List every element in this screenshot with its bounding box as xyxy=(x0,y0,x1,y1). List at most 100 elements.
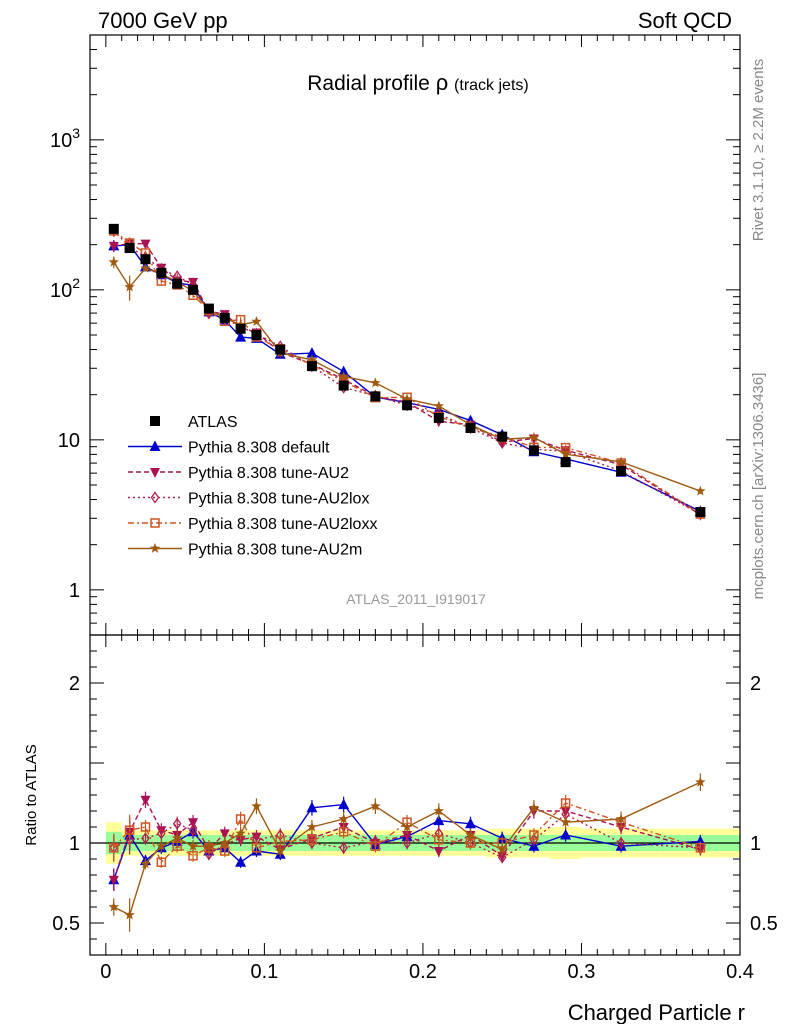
ratio-frame xyxy=(89,634,741,956)
series-4-ratio-point xyxy=(275,845,286,856)
legend-item-0-label: Pythia 8.308 default xyxy=(188,440,330,457)
series-3-ratio-point xyxy=(307,835,317,845)
chart-title-symbol: ρ xyxy=(436,70,449,95)
data-point xyxy=(219,312,230,323)
series-3-ratio-point xyxy=(529,830,539,840)
header-left: 7000 GeV pp xyxy=(98,8,228,33)
series-4-ratio-point xyxy=(140,858,151,869)
series-2-ratio-point xyxy=(497,851,507,864)
y-tick-label-ratio-right: 2 xyxy=(750,673,761,695)
data-point xyxy=(124,243,135,254)
series-4-ratio-point xyxy=(560,816,571,827)
series-4-main-point xyxy=(124,281,135,292)
data-point xyxy=(338,380,349,391)
data-point xyxy=(188,284,199,295)
series-4-ratio-point xyxy=(187,840,199,851)
x-tick-label: 0.2 xyxy=(409,961,437,983)
y-tick-label-ratio: 1 xyxy=(69,833,80,855)
data-point xyxy=(306,361,317,372)
series-4-main-point xyxy=(140,262,151,273)
legend-item-2: Pythia 8.308 tune-AU2lox xyxy=(128,491,369,508)
y-tick-label-main: 10 xyxy=(58,430,80,452)
series-0-ratio-point xyxy=(235,856,247,867)
y-tick-label-main: 1 xyxy=(69,580,80,602)
series-4-ratio-point xyxy=(251,800,262,811)
y-axis-label-ratio: Ratio to ATLAS xyxy=(23,744,40,845)
series-4-ratio-point xyxy=(615,813,627,824)
series-3-ratio-point xyxy=(156,857,167,867)
series-3-ratio-point xyxy=(235,814,246,824)
series-4-main-point xyxy=(108,256,119,267)
series-2-ratio-point xyxy=(529,833,539,846)
series-0-ratio-point xyxy=(560,829,572,840)
series-4-ratio-point xyxy=(235,827,246,838)
legend-item-3-label: Pythia 8.308 tune-AU2loxx xyxy=(188,516,377,533)
data-point xyxy=(560,457,571,468)
series-4-ratio-point xyxy=(695,776,706,787)
data-point xyxy=(156,267,167,278)
rivet-label: Rivet 3.1.10, ≥ 2.2M events xyxy=(750,59,767,242)
legend-item-4-label: Pythia 8.308 tune-AU2m xyxy=(188,542,362,559)
legend-item-0: Pythia 8.308 default xyxy=(128,440,330,457)
series-4-ratio-point xyxy=(203,840,215,851)
series-1-ratio-point xyxy=(188,818,199,829)
mcplots-label: mcplots.cern.ch [arXiv:1306.3436] xyxy=(750,373,767,600)
series-4-ratio-point xyxy=(497,843,508,854)
series-2-ratio-point xyxy=(157,827,166,840)
series-3-ratio-point xyxy=(338,827,349,837)
data-point xyxy=(497,431,508,442)
series-1-ratio-point xyxy=(402,831,413,841)
series-2-ratio-point xyxy=(339,841,348,854)
series-4-main-point xyxy=(528,432,540,442)
header-right: Soft QCD xyxy=(638,8,732,33)
series-3-ratio-point xyxy=(124,825,135,835)
series-2-ratio-point xyxy=(188,824,198,837)
series-2-ratio-point xyxy=(616,836,626,850)
x-tick-label: 0.1 xyxy=(250,961,278,983)
y-tick-label-main: 102 xyxy=(50,275,80,302)
series-4-ratio-point xyxy=(219,837,230,848)
series-4-main-point xyxy=(615,456,627,467)
series-2-ratio-point xyxy=(402,836,412,850)
analysis-id: ATLAS_2011_I919017 xyxy=(346,591,486,607)
series-4-main-point xyxy=(560,448,571,459)
series-1-main-point xyxy=(108,241,119,252)
legend: ATLAS Pythia 8.308 default Pythia 8.308 tu… xyxy=(128,414,377,559)
series-3-ratio-point xyxy=(140,822,151,832)
series-4-ratio-point xyxy=(401,821,413,832)
series-4-main-point xyxy=(251,316,262,326)
series-4-main-point xyxy=(401,393,413,404)
legend-item-4-marker xyxy=(149,543,161,553)
legend-item-2-marker xyxy=(150,491,160,504)
series-2-ratio-point xyxy=(141,832,150,845)
x-tick-label: 0.3 xyxy=(568,961,596,983)
series-3-main-line xyxy=(113,230,701,515)
series-4-main-point xyxy=(306,354,318,365)
legend-item-data-label: ATLAS xyxy=(188,414,238,431)
series-4-main-point xyxy=(695,485,706,496)
data-point xyxy=(251,330,262,340)
series-4-ratio-point xyxy=(172,832,183,843)
series-4-ratio-point xyxy=(338,813,349,824)
series-4-main-point xyxy=(370,377,381,388)
legend-item-1: Pythia 8.308 tune-AU2 xyxy=(128,465,349,482)
data-point xyxy=(433,412,444,423)
data-point xyxy=(465,422,476,433)
series-1 xyxy=(108,238,706,891)
series-4-main-point xyxy=(338,371,349,381)
series-1-ratio-line xyxy=(113,798,701,881)
series-4-ratio-point xyxy=(370,800,381,811)
legend-item-data: ATLAS xyxy=(150,414,238,431)
series-1-ratio-point xyxy=(140,795,151,806)
legend-item-3-marker xyxy=(150,518,160,528)
series-1-ratio-point xyxy=(108,875,119,886)
chart-title-text: Radial profile xyxy=(307,72,430,95)
series-4-ratio-point xyxy=(306,821,318,832)
series-0-main-point xyxy=(306,347,318,358)
series-3-ratio-point xyxy=(434,835,444,845)
series-0 xyxy=(108,238,706,891)
legend-item-2-label: Pythia 8.308 tune-AU2lox xyxy=(188,491,369,508)
series-3-ratio-line xyxy=(113,802,701,864)
series-0-ratio-point xyxy=(306,801,318,813)
